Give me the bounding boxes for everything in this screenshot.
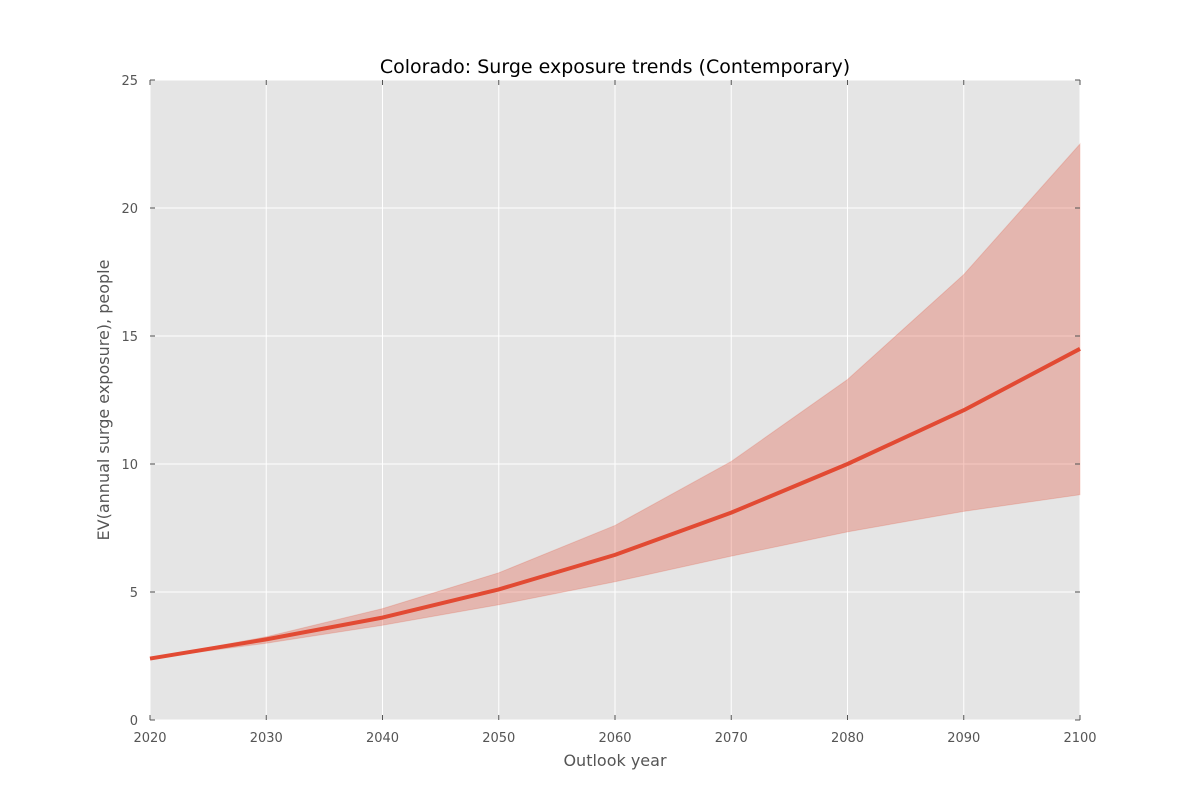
- x-tick-label: 2070: [715, 731, 748, 746]
- x-tick-label: 2030: [250, 731, 283, 746]
- y-tick-label: 20: [121, 202, 138, 217]
- y-tick-label: 15: [121, 330, 138, 345]
- y-tick-label: 25: [121, 74, 138, 89]
- x-tick-label: 2020: [133, 731, 166, 746]
- x-tick-label: 2060: [598, 731, 631, 746]
- x-tick-label: 2090: [947, 731, 980, 746]
- y-tick-label: 10: [121, 458, 138, 473]
- x-tick-label: 2080: [831, 731, 864, 746]
- x-tick-label: 2100: [1063, 731, 1096, 746]
- x-tick-label: 2040: [366, 731, 399, 746]
- y-tick-label: 0: [130, 714, 138, 729]
- x-tick-label: 2050: [482, 731, 515, 746]
- y-tick-label: 5: [130, 586, 138, 601]
- chart-title: Colorado: Surge exposure trends (Contemp…: [380, 56, 850, 78]
- x-axis-label: Outlook year: [563, 751, 667, 770]
- y-axis-label: EV(annual surge exposure), people: [94, 260, 113, 541]
